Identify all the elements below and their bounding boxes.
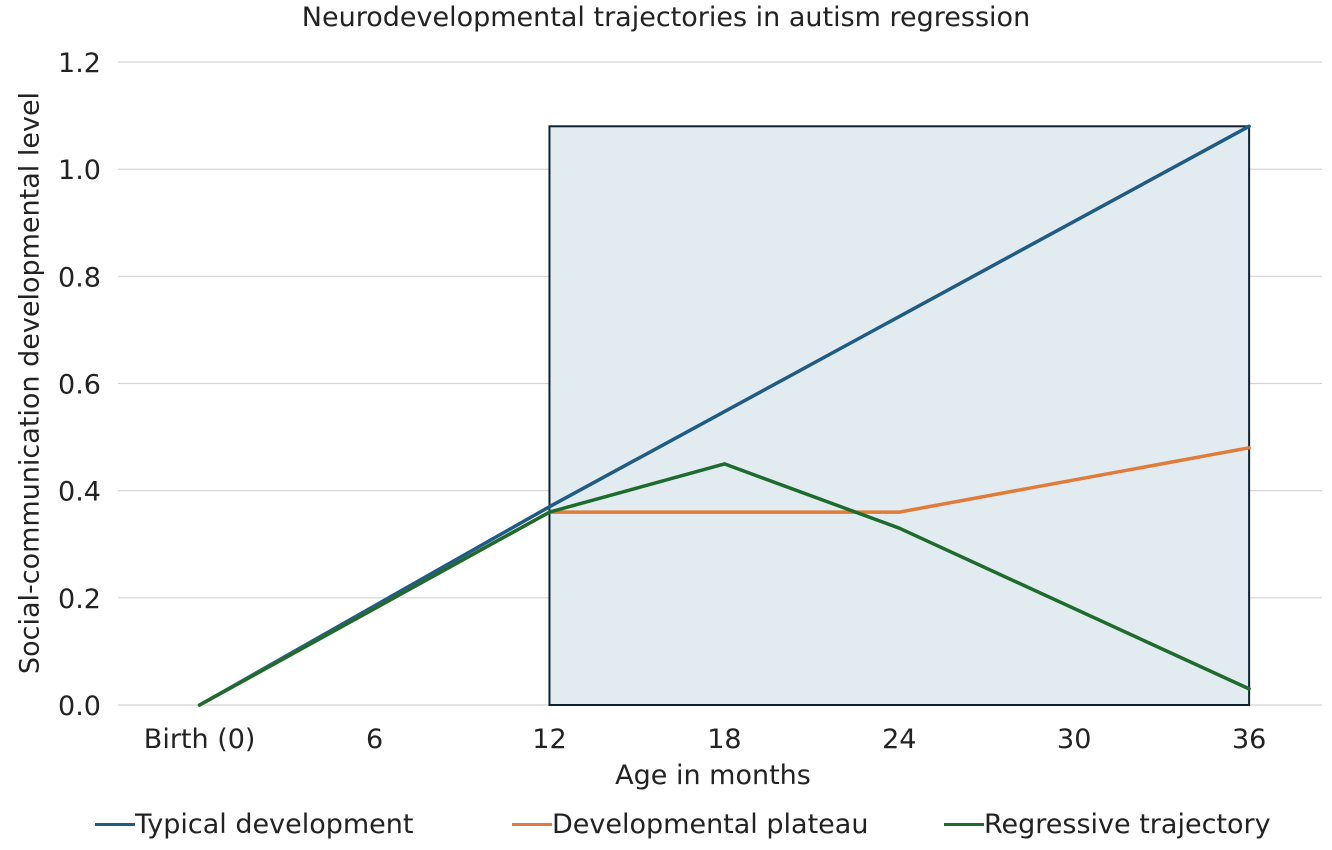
y-tick-label: 1.0 [58, 155, 101, 186]
x-tick-label: 24 [882, 724, 916, 755]
y-tick-label: 1.2 [58, 48, 101, 79]
highlight-region [548, 125, 1251, 707]
y-axis-label: Social-communication developmental level [14, 91, 46, 675]
y-tick-label: 0.4 [58, 477, 101, 508]
x-tick-labels: Birth (0) 6 12 18 24 30 36 [144, 724, 1266, 755]
x-tick-label: 18 [707, 724, 741, 755]
y-tick-label: 0.6 [58, 370, 101, 401]
legend-label-plateau: Developmental plateau [552, 809, 869, 840]
y-tick-labels: 0.0 0.2 0.4 0.6 0.8 1.0 1.2 [58, 48, 101, 722]
legend-swatch-typical [95, 823, 135, 826]
legend-swatch-regressive [944, 823, 984, 826]
x-tick-label: Birth (0) [144, 724, 256, 755]
series-line-regressive-trajectory [197, 462, 1251, 707]
x-tick-label: 30 [1057, 724, 1091, 755]
legend: Typical development Developmental platea… [0, 809, 1332, 849]
legend-item-typical-development: Typical development [95, 809, 414, 840]
y-tick-label: 0.0 [58, 691, 101, 722]
legend-label-typical: Typical development [135, 809, 414, 840]
x-tick-label: 36 [1232, 724, 1266, 755]
legend-item-regressive-trajectory: Regressive trajectory [944, 809, 1271, 840]
legend-item-developmental-plateau: Developmental plateau [512, 809, 868, 840]
x-tick-label: 12 [532, 724, 566, 755]
series-lines [197, 124, 1251, 707]
x-tick-label: 6 [366, 724, 383, 755]
legend-label-regressive: Regressive trajectory [984, 809, 1271, 840]
x-axis-label: Age in months [615, 760, 811, 791]
legend-swatch-plateau [512, 823, 552, 826]
y-tick-label: 0.2 [58, 584, 101, 615]
y-tick-label: 0.8 [58, 262, 101, 293]
chart-title: Neurodevelopmental trajectories in autis… [301, 2, 1031, 33]
